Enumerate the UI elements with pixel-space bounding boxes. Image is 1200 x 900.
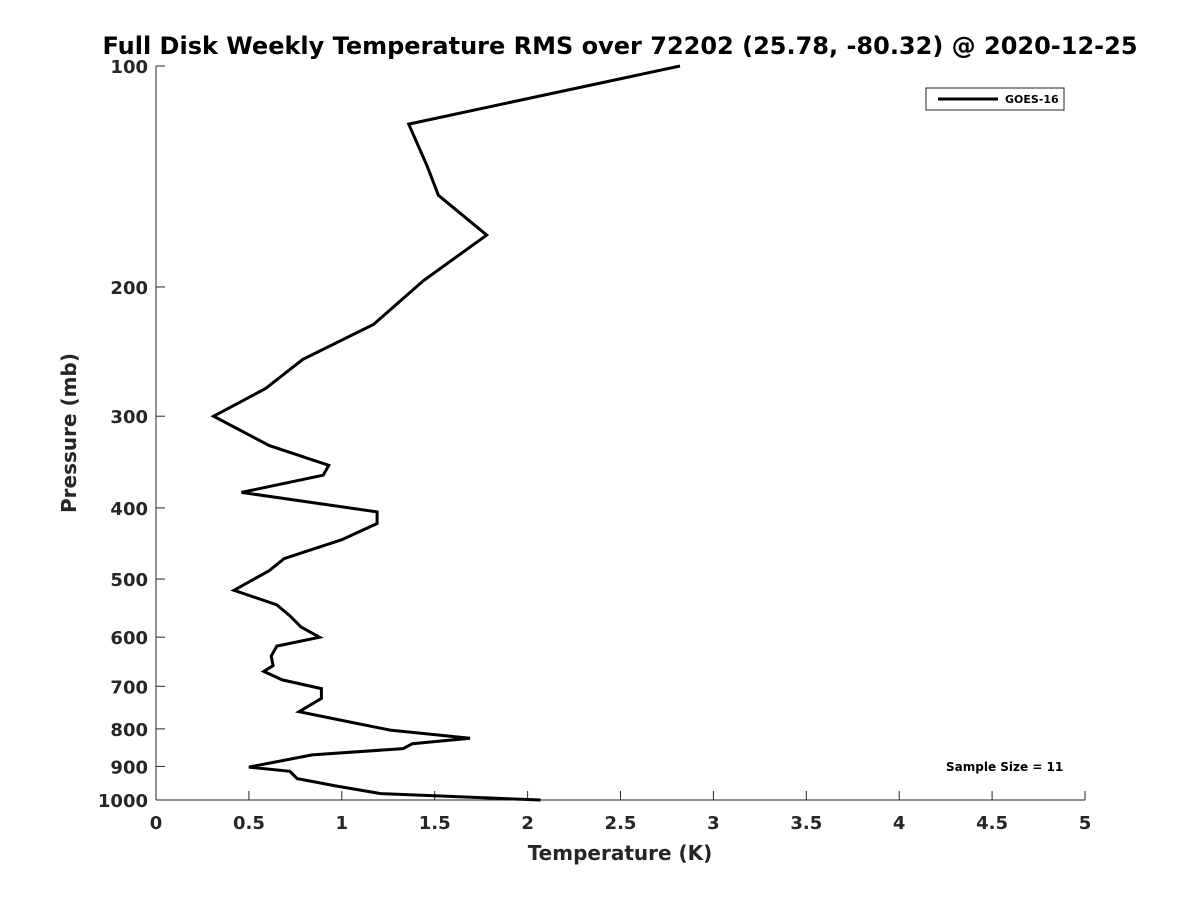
sample-size-annotation: Sample Size = 11 [946,760,1063,774]
legend: GOES-16 [925,87,1065,111]
legend-label: GOES-16 [1005,93,1059,106]
x-tick-label: 1 [336,813,349,834]
y-tick-label: 500 [110,570,148,591]
x-tick-label: 0 [150,813,163,834]
y-tick-label: 400 [110,499,148,520]
y-tick-label: 800 [110,720,148,741]
y-tick-label: 1000 [98,791,148,812]
chart-title: Full Disk Weekly Temperature RMS over 72… [102,32,1137,60]
x-tick-label: 4 [893,813,906,834]
y-tick-label: 600 [110,628,148,649]
y-axis-label: Pressure (mb) [57,353,81,513]
y-axis-ticks: 100 200 300 400 500 600 700 800 900 1000 [98,57,165,812]
x-tick-label: 4.5 [976,813,1008,834]
y-tick-label: 200 [110,278,148,299]
y-tick-label: 100 [110,57,148,78]
x-tick-label: 2.5 [605,813,637,834]
series-line-goes-16 [210,64,681,802]
x-axis-ticks: 0 0.5 1 1.5 2 2.5 3 3.5 4 4.5 5 [150,791,1092,834]
x-tick-label: 2 [521,813,534,834]
x-tick-label: 1.5 [419,813,451,834]
x-axis-label: Temperature (K) [528,841,713,865]
x-tick-label: 0.5 [233,813,265,834]
x-tick-label: 3 [707,813,720,834]
x-tick-label: 5 [1079,813,1092,834]
series-group [210,64,681,802]
y-tick-label: 900 [110,757,148,778]
y-tick-label: 300 [110,407,148,428]
y-tick-label: 700 [110,677,148,698]
x-tick-label: 3.5 [790,813,822,834]
